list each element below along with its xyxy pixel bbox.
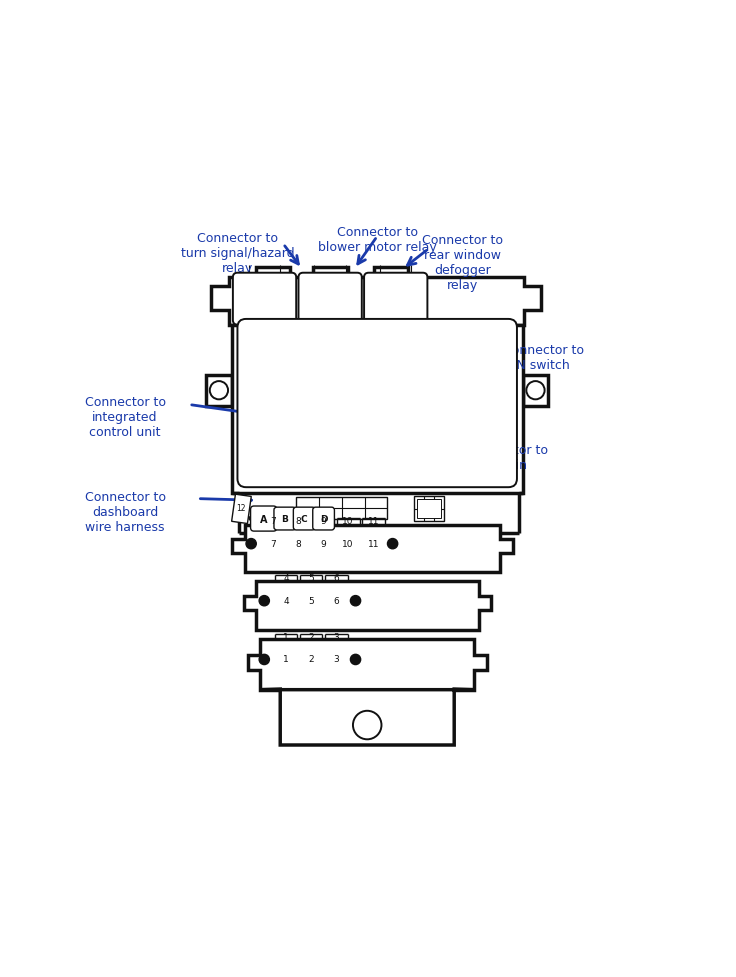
- Text: B: B: [281, 515, 289, 524]
- FancyBboxPatch shape: [233, 274, 296, 325]
- Polygon shape: [523, 375, 548, 406]
- Text: Connector to
turn signal/hazard
relay: Connector to turn signal/hazard relay: [180, 232, 294, 275]
- Text: 2: 2: [308, 632, 314, 641]
- Text: 7: 7: [270, 539, 276, 548]
- Bar: [327, 585, 346, 617]
- Text: 4: 4: [283, 596, 289, 605]
- Text: 3: 3: [333, 655, 339, 663]
- FancyBboxPatch shape: [299, 274, 362, 325]
- Circle shape: [259, 596, 269, 606]
- Bar: [289, 529, 308, 560]
- FancyBboxPatch shape: [274, 508, 296, 531]
- Text: 4: 4: [283, 573, 289, 582]
- Text: Connector to
integrated
control unit: Connector to integrated control unit: [85, 396, 166, 439]
- FancyBboxPatch shape: [238, 319, 517, 488]
- Circle shape: [387, 539, 397, 549]
- Bar: [364, 529, 383, 560]
- Bar: [275, 641, 347, 679]
- Text: 12: 12: [237, 504, 247, 513]
- Bar: [417, 499, 441, 519]
- Circle shape: [350, 655, 361, 665]
- Text: 9: 9: [320, 516, 326, 526]
- Polygon shape: [206, 375, 232, 406]
- Polygon shape: [248, 640, 486, 690]
- Text: 7: 7: [257, 509, 261, 519]
- Bar: [275, 582, 347, 619]
- Bar: [232, 494, 251, 524]
- Text: ●: ●: [248, 515, 254, 521]
- Bar: [276, 585, 296, 617]
- Text: 6: 6: [333, 596, 339, 605]
- Circle shape: [350, 596, 361, 606]
- Bar: [261, 526, 385, 563]
- Polygon shape: [233, 526, 513, 572]
- Bar: [276, 644, 296, 676]
- Text: 9: 9: [320, 539, 326, 548]
- Text: 11: 11: [367, 516, 379, 526]
- Text: 7: 7: [270, 516, 276, 526]
- Text: 1: 1: [283, 632, 289, 641]
- Text: Connector to
rear window
defogger
relay: Connector to rear window defogger relay: [422, 234, 503, 292]
- Bar: [301, 585, 321, 617]
- Text: 3: 3: [333, 632, 339, 641]
- Text: 5: 5: [308, 573, 314, 582]
- Text: Connector to
IGN switch: Connector to IGN switch: [503, 344, 584, 372]
- Polygon shape: [261, 690, 474, 745]
- Bar: [263, 529, 283, 560]
- Bar: [414, 496, 444, 522]
- Bar: [339, 529, 358, 560]
- Text: 11: 11: [367, 539, 379, 548]
- Text: Connector to
dashboard
wire harness: Connector to dashboard wire harness: [85, 490, 166, 533]
- Text: 6: 6: [333, 573, 339, 582]
- FancyBboxPatch shape: [250, 506, 277, 531]
- Text: Connector to
blower motor relay: Connector to blower motor relay: [318, 226, 436, 254]
- Text: C: C: [301, 515, 308, 524]
- Bar: [301, 644, 321, 676]
- Bar: [327, 644, 346, 676]
- Text: 8: 8: [295, 516, 301, 526]
- Text: 2: 2: [308, 655, 314, 663]
- Text: 1: 1: [283, 655, 289, 663]
- FancyBboxPatch shape: [313, 508, 334, 531]
- Polygon shape: [210, 268, 542, 325]
- Bar: [232, 325, 523, 493]
- Text: 10: 10: [342, 539, 354, 548]
- Polygon shape: [244, 581, 492, 630]
- Bar: [314, 529, 333, 560]
- Text: 10: 10: [342, 516, 354, 526]
- Text: 5: 5: [308, 596, 314, 605]
- Bar: [296, 497, 387, 519]
- Text: Connector to
SRS main
harness: Connector to SRS main harness: [467, 444, 548, 487]
- Circle shape: [259, 655, 269, 665]
- FancyBboxPatch shape: [294, 508, 315, 531]
- FancyBboxPatch shape: [364, 274, 428, 325]
- Text: A: A: [260, 514, 267, 524]
- Text: D: D: [320, 515, 328, 524]
- Text: 8: 8: [295, 539, 301, 548]
- Bar: [263, 450, 329, 472]
- Circle shape: [246, 539, 256, 549]
